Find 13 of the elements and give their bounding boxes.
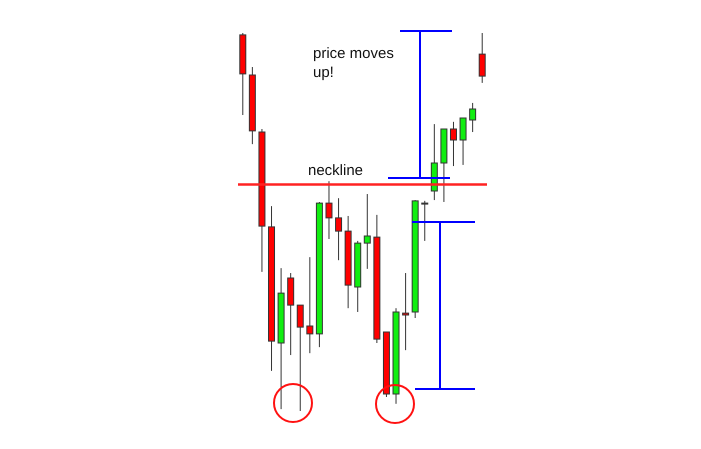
annotation: price moves up! (313, 45, 398, 81)
ref-line-label: neckline (308, 162, 364, 180)
candlestick (469, 102, 476, 133)
candlestick (335, 198, 342, 261)
candlestick (450, 121, 457, 167)
candlestick (364, 194, 371, 270)
candlestick (325, 180, 332, 240)
candlestick (306, 256, 314, 354)
candlestick (421, 200, 428, 242)
candlestick (478, 32, 486, 84)
candlestick (460, 118, 467, 166)
candlestick (296, 304, 304, 412)
candlestick (402, 272, 410, 351)
